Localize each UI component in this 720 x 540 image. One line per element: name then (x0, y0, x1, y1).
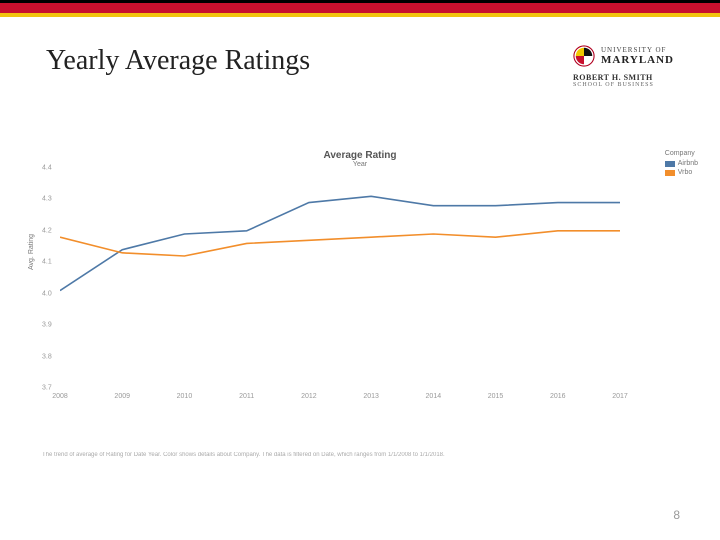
umd-wordmark: UNIVERSITY OF MARYLAND (601, 46, 674, 66)
x-tick: 2008 (52, 393, 68, 400)
smith-line1: ROBERT H. SMITH (573, 73, 654, 82)
y-tick: 4.3 (42, 196, 52, 203)
y-tick: 4.1 (42, 259, 52, 266)
y-tick: 3.9 (42, 322, 52, 329)
x-tick: 2012 (301, 393, 317, 400)
x-tick: 2014 (426, 393, 442, 400)
smith-line2: SCHOOL OF BUSINESS (573, 82, 654, 88)
chart-plot: 3.73.83.94.04.14.24.34.42008200920102011… (30, 168, 690, 388)
legend-title: Company (665, 150, 698, 157)
page-title: Yearly Average Ratings (46, 45, 310, 77)
y-tick: 3.7 (42, 385, 52, 392)
chart-area: Average Rating Year Company AirbnbVrbo A… (30, 150, 690, 430)
header: Yearly Average Ratings UNIVERSITY OF MAR… (0, 17, 720, 88)
series-line (60, 196, 620, 290)
university-logos: UNIVERSITY OF MARYLAND ROBERT H. SMITH S… (573, 45, 674, 88)
page-number: 8 (673, 508, 680, 522)
x-tick: 2011 (239, 393, 254, 400)
x-tick: 2010 (177, 393, 193, 400)
umd-seal-icon (573, 45, 595, 67)
y-tick: 4.4 (42, 165, 52, 172)
smith-logo: ROBERT H. SMITH SCHOOL OF BUSINESS (573, 73, 654, 88)
x-tick: 2017 (612, 393, 628, 400)
y-tick: 3.8 (42, 353, 52, 360)
x-tick: 2013 (363, 393, 379, 400)
umd-line1: UNIVERSITY OF (601, 46, 674, 54)
brand-stripe (0, 0, 720, 17)
y-tick: 4.2 (42, 227, 52, 234)
legend-item: Airbnb (665, 159, 698, 168)
chart-subtitle: Year (30, 161, 690, 168)
chart-lines (60, 168, 620, 388)
legend-swatch (665, 161, 675, 167)
x-tick: 2016 (550, 393, 566, 400)
y-tick: 4.0 (42, 290, 52, 297)
umd-line2: MARYLAND (601, 54, 674, 66)
chart-footnote: The trend of average of Rating for Date … (42, 452, 669, 458)
chart-title: Average Rating (30, 150, 690, 161)
x-tick: 2015 (488, 393, 504, 400)
x-tick: 2009 (114, 393, 130, 400)
umd-logo: UNIVERSITY OF MARYLAND (573, 45, 674, 67)
legend-label: Airbnb (678, 159, 698, 168)
